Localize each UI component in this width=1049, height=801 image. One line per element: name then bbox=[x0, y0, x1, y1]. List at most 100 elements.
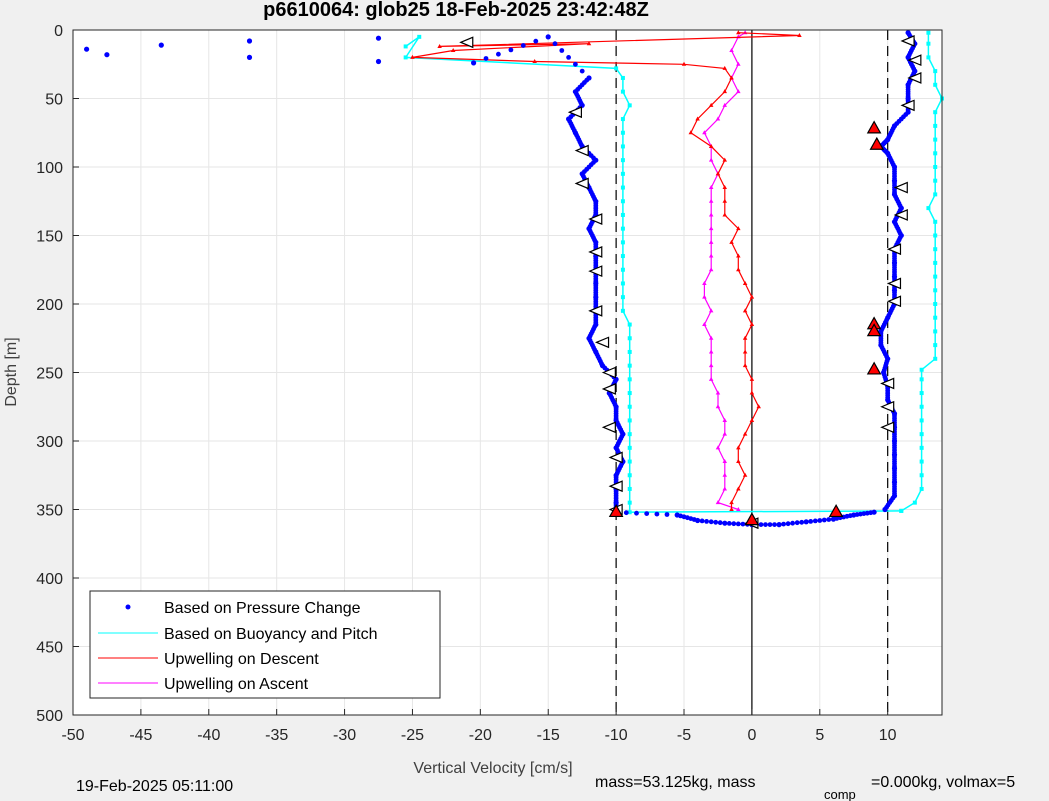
x-tick-label: -35 bbox=[265, 727, 288, 744]
pressure-point bbox=[566, 55, 571, 60]
buoyancy-point bbox=[620, 267, 625, 272]
pressure-point bbox=[905, 84, 911, 90]
pressure-point bbox=[587, 333, 593, 339]
buoyancy-point bbox=[627, 336, 632, 341]
pressure-point bbox=[614, 443, 620, 448]
pressure-point bbox=[790, 520, 795, 526]
pressure-point bbox=[375, 58, 382, 65]
buoyancy-point bbox=[933, 343, 938, 348]
upwelling-descent-point bbox=[722, 65, 727, 70]
buoyancy-point bbox=[912, 500, 917, 505]
buoyancy-point bbox=[627, 445, 632, 450]
upwelling-ascent-point bbox=[736, 507, 741, 511]
buoyancy-point bbox=[919, 404, 924, 409]
upwelling-descent-point bbox=[722, 185, 727, 190]
pressure-point bbox=[158, 42, 164, 48]
legend-swatch-pressure bbox=[125, 604, 131, 610]
red-triangle-marker bbox=[828, 504, 844, 518]
pressure-point bbox=[897, 235, 903, 241]
open-triangle-marker bbox=[880, 400, 895, 413]
legend-label-descent: Upwelling on Descent bbox=[164, 651, 319, 668]
buoyancy-point bbox=[620, 89, 625, 94]
pressure-point bbox=[892, 166, 897, 172]
pressure-point bbox=[740, 521, 746, 527]
pressure-point bbox=[781, 521, 786, 527]
buoyancy-point bbox=[933, 123, 938, 128]
upwelling-ascent-point bbox=[722, 472, 727, 477]
buoyancy-point bbox=[933, 329, 938, 334]
x-axis-label: Vertical Velocity [cm/s] bbox=[413, 760, 572, 777]
legend-label-pressure: Based on Pressure Change bbox=[164, 600, 361, 617]
pressure-point bbox=[612, 402, 618, 407]
upwelling-ascent-point bbox=[729, 48, 734, 53]
upwelling-descent-point bbox=[722, 157, 727, 162]
upwelling-ascent-point bbox=[708, 226, 714, 231]
upwelling-descent-point bbox=[736, 267, 741, 272]
buoyancy-point bbox=[627, 473, 632, 478]
buoyancy-point bbox=[620, 281, 625, 286]
x-tick-label: -15 bbox=[537, 727, 560, 744]
pressure-point bbox=[799, 519, 805, 525]
buoyancy-point bbox=[899, 508, 904, 513]
upwelling-ascent-point bbox=[722, 459, 727, 464]
pressure-point bbox=[613, 415, 619, 421]
upwelling-descent-point bbox=[736, 445, 741, 450]
upwelling-descent-point bbox=[688, 130, 694, 135]
buoyancy-point bbox=[926, 41, 931, 46]
open-triangle-marker bbox=[588, 304, 603, 317]
buoyancy-point bbox=[933, 219, 938, 224]
buoyancy-point bbox=[620, 185, 625, 190]
pressure-point bbox=[713, 519, 719, 525]
pressure-point bbox=[884, 138, 889, 144]
buoyancy-point bbox=[919, 367, 924, 372]
pressure-point bbox=[559, 48, 565, 53]
pressure-point bbox=[892, 180, 897, 186]
pressure-point bbox=[808, 519, 814, 524]
y-tick-label: 0 bbox=[54, 23, 63, 40]
pressure-point bbox=[104, 52, 110, 58]
upwelling-ascent-point bbox=[715, 116, 721, 121]
open-triangle-marker bbox=[907, 54, 922, 67]
upwelling-descent-point bbox=[749, 417, 755, 422]
pressure-point bbox=[471, 60, 477, 66]
x-tick-label: -25 bbox=[401, 727, 424, 744]
pressure-point bbox=[772, 522, 777, 527]
pressure-point bbox=[892, 290, 897, 295]
buoyancy-point bbox=[627, 432, 632, 437]
upwelling-ascent-point bbox=[708, 185, 714, 190]
pressure-point bbox=[911, 71, 917, 76]
buoyancy-point bbox=[620, 75, 625, 80]
buoyancy-point bbox=[919, 445, 924, 450]
upwelling-ascent-point bbox=[708, 267, 714, 272]
x-tick-label: -45 bbox=[129, 727, 152, 744]
x-tick-label: -40 bbox=[197, 727, 220, 744]
buoyancy-point bbox=[919, 377, 924, 382]
y-tick-label: 450 bbox=[36, 640, 63, 657]
buoyancy-point bbox=[627, 486, 632, 491]
legend-label-buoyancy: Based on Buoyancy and Pitch bbox=[164, 626, 377, 643]
y-tick-label: 250 bbox=[36, 366, 63, 383]
pressure-point bbox=[571, 128, 577, 133]
pressure-point bbox=[892, 468, 897, 474]
upwelling-descent-point bbox=[722, 89, 727, 94]
pressure-point bbox=[573, 61, 578, 67]
upwelling-ascent-point bbox=[715, 404, 721, 409]
buoyancy-point bbox=[627, 404, 632, 409]
pressure-point bbox=[545, 34, 551, 40]
pressure-point bbox=[892, 454, 897, 460]
pressure-point bbox=[84, 46, 90, 52]
upwelling-descent-point bbox=[410, 54, 415, 59]
pressure-point bbox=[496, 51, 501, 57]
upwelling-descent-line bbox=[412, 32, 800, 510]
y-tick-label: 50 bbox=[45, 92, 63, 109]
pressure-point bbox=[592, 347, 597, 353]
pressure-point bbox=[592, 237, 597, 243]
pressure-point bbox=[613, 498, 619, 503]
upwelling-descent-point bbox=[742, 472, 748, 477]
buoyancy-point bbox=[620, 130, 625, 135]
buoyancy-point bbox=[919, 391, 924, 396]
open-triangle-marker bbox=[893, 209, 908, 221]
upwelling-ascent-point bbox=[722, 102, 727, 107]
open-triangle-marker bbox=[588, 213, 603, 225]
upwelling-descent-point bbox=[695, 116, 700, 121]
